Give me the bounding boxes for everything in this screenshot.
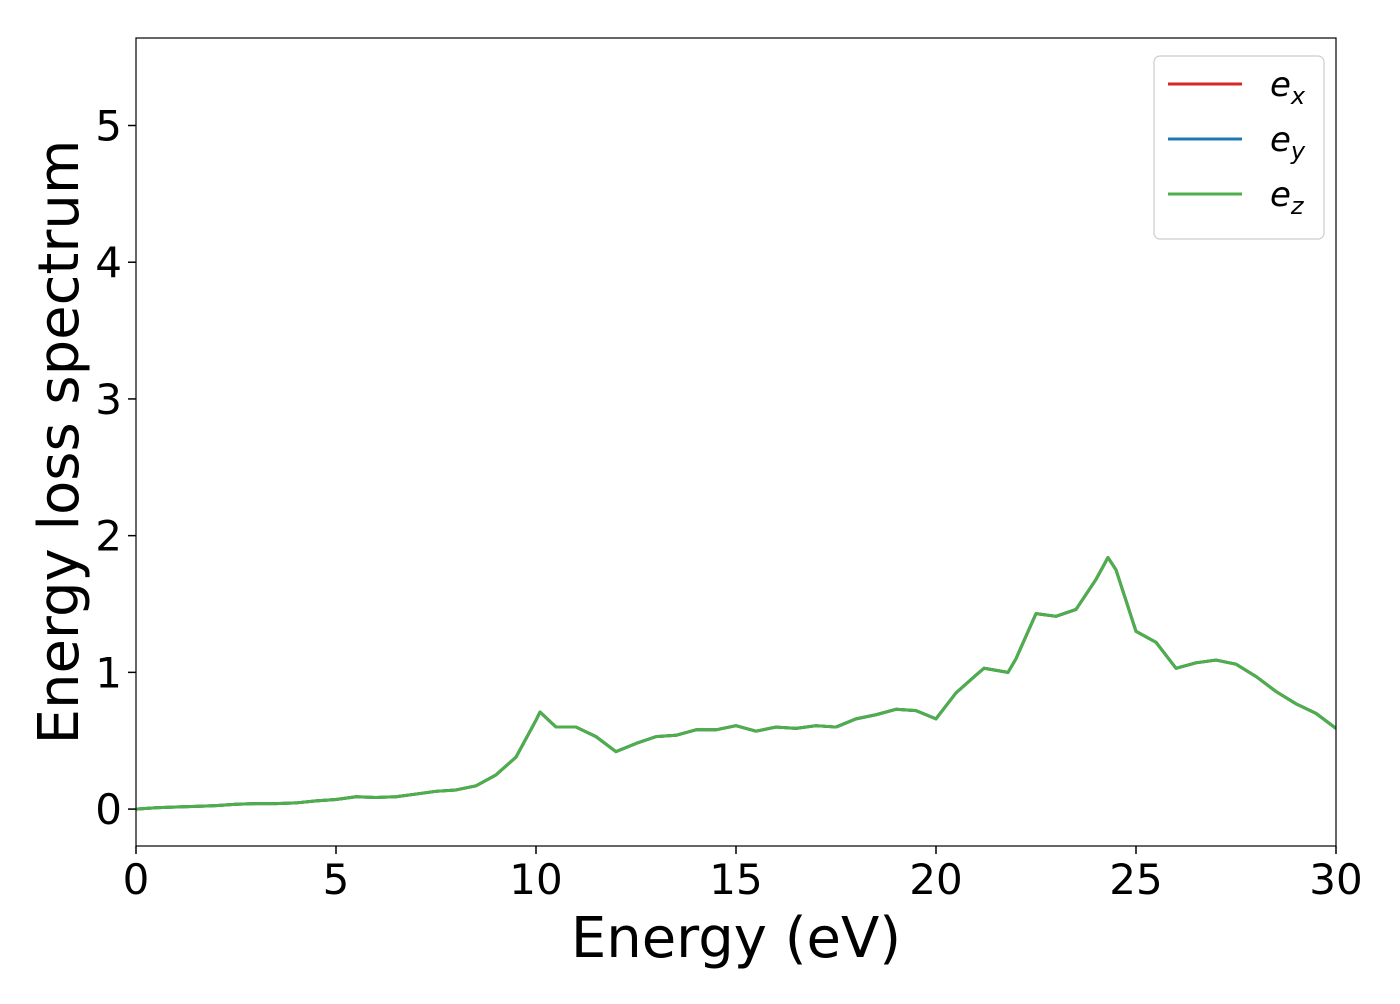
- x-tick-label: 15: [709, 855, 762, 904]
- x-tick-label: 30: [1309, 855, 1362, 904]
- x-tick-label: 20: [909, 855, 962, 904]
- x-axis-label: Energy (eV): [571, 906, 901, 971]
- y-axis-label: Energy loss spectrum: [27, 140, 92, 745]
- x-tick-label: 25: [1109, 855, 1162, 904]
- legend-label: ey: [1270, 120, 1306, 165]
- y-tick-label: 1: [95, 648, 122, 697]
- x-tick-label: 0: [123, 855, 150, 904]
- x-tick-label: 10: [509, 855, 562, 904]
- plot-frame: [135, 37, 1337, 847]
- y-tick-label: 5: [95, 101, 122, 150]
- y-tick-label: 2: [95, 512, 122, 561]
- y-tick-label: 3: [95, 375, 122, 424]
- y-tick-label: 4: [95, 238, 122, 287]
- legend-label: ex: [1270, 65, 1306, 110]
- legend-label: ez: [1270, 175, 1305, 220]
- y-tick-label: 0: [95, 785, 122, 834]
- line-series: [136, 556, 1336, 811]
- x-tick-label: 5: [323, 855, 350, 904]
